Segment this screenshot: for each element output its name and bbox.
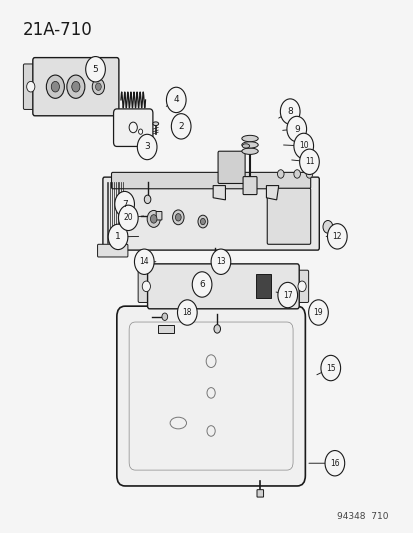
FancyBboxPatch shape	[147, 264, 299, 309]
Circle shape	[147, 211, 160, 228]
Ellipse shape	[152, 122, 158, 126]
Ellipse shape	[241, 148, 258, 155]
Circle shape	[134, 249, 154, 274]
Text: 11: 11	[304, 157, 313, 166]
Text: 1: 1	[115, 232, 121, 241]
Circle shape	[308, 300, 328, 325]
Text: 6: 6	[199, 280, 204, 289]
Circle shape	[161, 313, 167, 320]
Text: 3: 3	[144, 142, 150, 151]
Circle shape	[137, 134, 157, 160]
Text: 15: 15	[325, 364, 335, 373]
Circle shape	[142, 281, 150, 292]
Circle shape	[277, 169, 283, 178]
Circle shape	[214, 325, 220, 333]
Ellipse shape	[242, 144, 249, 148]
Text: 16: 16	[329, 459, 339, 468]
Text: 5: 5	[93, 64, 98, 74]
Text: 12: 12	[332, 232, 341, 241]
FancyBboxPatch shape	[156, 212, 161, 220]
FancyBboxPatch shape	[111, 172, 310, 189]
Text: 10: 10	[298, 141, 308, 150]
Circle shape	[322, 221, 332, 233]
Text: 14: 14	[139, 257, 149, 266]
Circle shape	[200, 219, 205, 225]
Circle shape	[299, 149, 318, 174]
Ellipse shape	[241, 135, 258, 142]
Circle shape	[150, 215, 157, 223]
Circle shape	[324, 450, 344, 476]
Text: 13: 13	[216, 257, 225, 266]
Text: 19: 19	[313, 308, 323, 317]
Circle shape	[320, 356, 340, 381]
Circle shape	[138, 129, 142, 134]
FancyBboxPatch shape	[97, 244, 128, 257]
Circle shape	[177, 300, 197, 325]
Text: 20: 20	[123, 213, 133, 222]
Circle shape	[286, 116, 306, 142]
Text: 17: 17	[282, 290, 292, 300]
Circle shape	[129, 122, 137, 133]
Circle shape	[277, 282, 297, 308]
FancyBboxPatch shape	[113, 109, 152, 147]
Circle shape	[280, 99, 299, 124]
Circle shape	[85, 56, 105, 82]
Text: 7: 7	[121, 199, 127, 208]
Circle shape	[171, 114, 190, 139]
Circle shape	[144, 195, 150, 204]
Circle shape	[211, 249, 230, 274]
FancyBboxPatch shape	[33, 58, 119, 116]
Circle shape	[51, 82, 59, 92]
FancyBboxPatch shape	[24, 64, 38, 109]
Circle shape	[114, 191, 134, 217]
Text: 94348  710: 94348 710	[336, 512, 387, 521]
Polygon shape	[266, 185, 278, 200]
Text: 18: 18	[182, 308, 192, 317]
Bar	[256, 274, 270, 298]
Text: 4: 4	[173, 95, 179, 104]
Circle shape	[95, 83, 101, 91]
Circle shape	[197, 215, 207, 228]
FancyBboxPatch shape	[116, 306, 305, 486]
Text: 8: 8	[287, 107, 292, 116]
Ellipse shape	[241, 142, 258, 148]
Text: 21A-710: 21A-710	[23, 21, 92, 38]
Text: 2: 2	[178, 122, 183, 131]
FancyBboxPatch shape	[293, 270, 308, 302]
Circle shape	[293, 169, 300, 178]
FancyBboxPatch shape	[267, 188, 310, 244]
FancyBboxPatch shape	[218, 151, 244, 183]
Circle shape	[172, 210, 184, 225]
FancyBboxPatch shape	[256, 490, 263, 497]
Polygon shape	[157, 325, 174, 333]
Circle shape	[118, 205, 138, 231]
FancyBboxPatch shape	[181, 307, 193, 321]
Text: 9: 9	[293, 125, 299, 133]
Circle shape	[26, 82, 35, 92]
Circle shape	[327, 224, 347, 249]
Circle shape	[192, 272, 211, 297]
Circle shape	[71, 82, 80, 92]
FancyBboxPatch shape	[103, 177, 318, 250]
FancyBboxPatch shape	[242, 176, 256, 195]
Circle shape	[108, 224, 128, 249]
FancyBboxPatch shape	[138, 270, 152, 302]
Circle shape	[166, 87, 186, 112]
Polygon shape	[213, 185, 225, 200]
Circle shape	[293, 133, 313, 159]
Circle shape	[92, 79, 104, 95]
Circle shape	[306, 169, 312, 178]
Circle shape	[297, 281, 306, 292]
Circle shape	[175, 214, 181, 221]
Circle shape	[46, 75, 64, 98]
Circle shape	[66, 75, 85, 98]
